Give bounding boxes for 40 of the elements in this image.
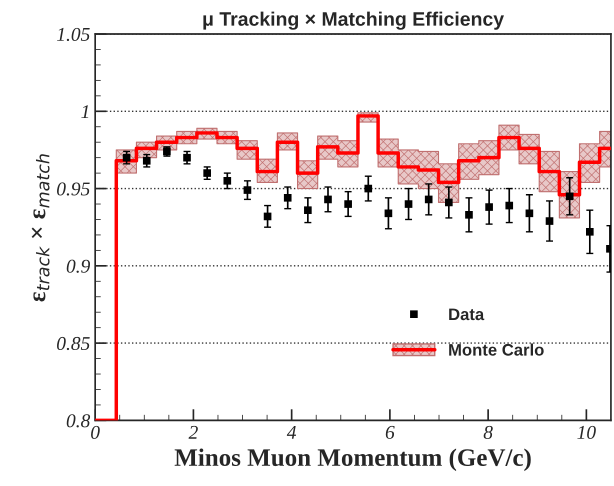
point: [142, 156, 151, 165]
point: [284, 194, 292, 202]
point: [526, 209, 534, 218]
point: [424, 196, 433, 204]
point: [586, 228, 594, 236]
point: [244, 186, 252, 194]
point: [223, 177, 232, 185]
legend-label: Monte Carlo: [449, 343, 544, 356]
point: [264, 212, 272, 220]
y-tick-label: 1.05: [56, 28, 90, 42]
point: [505, 202, 514, 210]
point: [324, 196, 332, 204]
x-tick-label: 10: [577, 426, 596, 439]
point: [485, 203, 493, 211]
legend-label: Data: [449, 308, 484, 320]
point: [122, 154, 130, 162]
x-tick-label: 6: [386, 426, 395, 439]
y-tick-label: 0.9: [66, 260, 90, 273]
point: [566, 192, 574, 200]
chart-title: μ Tracking × Matching Efficiency: [203, 12, 504, 30]
x-tick-label: 0: [91, 426, 100, 439]
y-tick-label: 0.85: [57, 336, 90, 350]
point: [445, 198, 453, 206]
point: [344, 200, 352, 208]
x-tick-label: 2: [188, 426, 198, 439]
point: [404, 200, 412, 208]
y-axis-title: ε$_{track}$ × ε$_{match}$: [32, 154, 50, 302]
point: [465, 211, 473, 219]
y-tick-label: 0.95: [57, 182, 90, 196]
y-tick-label: 0.8: [66, 414, 90, 428]
point: [364, 184, 372, 192]
x-axis-title: Minos Muon Momentum (GeV/c): [174, 448, 531, 472]
point: [384, 209, 392, 218]
y-tick-label: 1: [81, 105, 88, 118]
point: [183, 154, 191, 162]
point: [304, 206, 312, 214]
x-tick-label: 4: [286, 426, 296, 439]
point: [203, 169, 211, 177]
point: [546, 217, 554, 225]
x-tick-label: 8: [484, 426, 493, 439]
